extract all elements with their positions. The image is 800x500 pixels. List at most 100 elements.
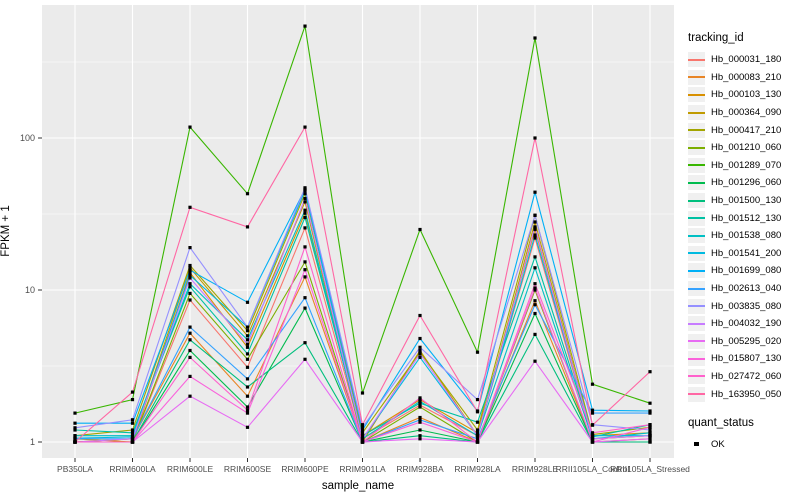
legend-key-swatch xyxy=(688,69,705,85)
data-point xyxy=(303,200,307,204)
data-point xyxy=(245,325,250,329)
legend-item-label: Hb_000031_180 xyxy=(711,54,782,66)
data-point xyxy=(73,411,77,415)
legend-key-line xyxy=(688,375,705,378)
legend-key-swatch xyxy=(688,368,705,384)
legend-key-swatch xyxy=(688,157,705,173)
data-point xyxy=(418,428,422,432)
data-point xyxy=(648,401,652,405)
data-point xyxy=(418,313,422,318)
legend-item-label: Hb_001210_060 xyxy=(711,142,782,154)
data-point xyxy=(303,208,307,212)
data-point xyxy=(303,268,307,272)
data-point xyxy=(533,255,537,259)
data-point xyxy=(533,288,537,292)
legend-item: Hb_001296_060 xyxy=(688,174,798,192)
data-point xyxy=(245,357,250,361)
data-point xyxy=(245,345,250,349)
data-point xyxy=(648,428,652,432)
legend-key-line xyxy=(688,357,705,360)
data-point xyxy=(188,374,192,378)
data-point xyxy=(533,282,537,286)
legend-item-label: Hb_003835_080 xyxy=(711,300,782,312)
legend-item-label: Hb_001500_130 xyxy=(711,195,782,207)
legend-item: Hb_163950_050 xyxy=(688,385,798,403)
data-point xyxy=(245,334,250,338)
data-point xyxy=(648,437,652,441)
data-point xyxy=(130,431,135,435)
data-point xyxy=(533,225,537,229)
legend-item: Hb_000083_210 xyxy=(688,69,798,87)
legend-item-label: Hb_002613_040 xyxy=(711,283,782,295)
data-point xyxy=(475,398,480,402)
legend-key-line xyxy=(688,340,705,343)
legend-key-swatch xyxy=(688,228,705,244)
data-point xyxy=(418,434,422,438)
legend-item: Hb_001699_080 xyxy=(688,262,798,280)
legend-item-label: Hb_000417_210 xyxy=(711,124,782,136)
data-point xyxy=(188,268,192,272)
data-point xyxy=(533,266,537,270)
data-point xyxy=(303,125,307,129)
data-point xyxy=(188,394,192,398)
data-point xyxy=(533,236,537,240)
legend-key-line xyxy=(688,252,705,255)
data-point xyxy=(245,425,250,429)
data-point xyxy=(475,420,480,424)
legend-key-swatch xyxy=(688,316,705,332)
data-point xyxy=(188,273,192,277)
legend-item: Hb_001210_060 xyxy=(688,139,798,157)
data-point xyxy=(418,420,422,424)
data-point xyxy=(73,426,77,430)
x-tick-label: RRIM928BA xyxy=(396,464,444,474)
data-point xyxy=(130,421,135,425)
data-point xyxy=(475,350,480,354)
legend-key-line xyxy=(688,111,705,114)
legend-item: Hb_005295_020 xyxy=(688,333,798,351)
x-tick-label: RRIM928LE xyxy=(512,464,559,474)
data-point xyxy=(188,205,192,209)
data-point xyxy=(130,437,135,441)
data-point xyxy=(360,437,365,441)
data-point xyxy=(188,291,192,295)
legend-item: Hb_015807_130 xyxy=(688,350,798,368)
data-point xyxy=(418,345,422,349)
data-point xyxy=(418,396,422,400)
data-point xyxy=(418,418,422,422)
x-tick-label: RRIM928LA xyxy=(454,464,501,474)
data-point xyxy=(648,425,652,429)
data-point xyxy=(303,296,307,300)
data-point xyxy=(533,332,537,336)
data-point xyxy=(590,431,595,435)
data-point xyxy=(188,263,192,268)
legend-key-line xyxy=(688,58,705,61)
legend-key-line xyxy=(688,181,705,184)
data-point xyxy=(245,192,250,196)
legend-key-swatch xyxy=(688,263,705,279)
data-point xyxy=(590,411,595,415)
legend-item-label: Hb_005295_020 xyxy=(711,335,782,347)
legend-key-swatch xyxy=(688,122,705,138)
data-point xyxy=(360,440,365,444)
data-point xyxy=(360,391,365,395)
legend-key-swatch xyxy=(688,210,705,226)
data-point xyxy=(303,245,307,249)
legend-key-swatch xyxy=(688,298,705,314)
data-point xyxy=(648,370,652,374)
data-point xyxy=(303,24,307,28)
data-point xyxy=(648,434,652,438)
y-tick-label: 10 xyxy=(25,285,35,295)
legend-item: Hb_001500_130 xyxy=(688,192,798,210)
data-point xyxy=(475,434,480,438)
legend-item-label: Hb_001541_200 xyxy=(711,247,782,259)
data-point xyxy=(418,403,422,407)
legend-item-label: Hb_000103_130 xyxy=(711,89,782,101)
legend-key-line xyxy=(688,305,705,308)
data-point xyxy=(245,405,250,409)
data-point xyxy=(188,331,192,335)
x-tick-label: RRIM600LA xyxy=(109,464,156,474)
data-point xyxy=(188,276,192,280)
data-point xyxy=(533,233,537,237)
data-point xyxy=(303,306,307,310)
